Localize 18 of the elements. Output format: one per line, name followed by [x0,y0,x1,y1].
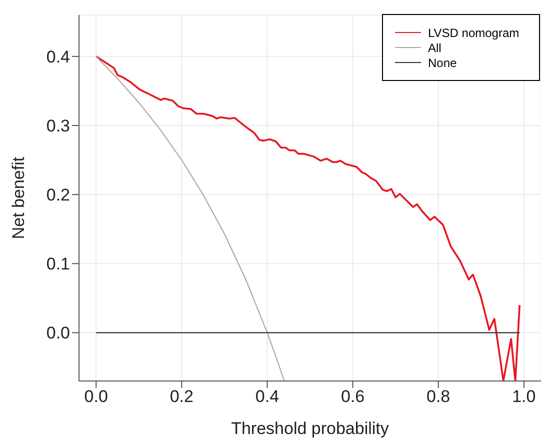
y-tick-label: 0.1 [46,254,70,274]
legend-label: None [428,56,457,70]
x-axis-title: Threshold probability [231,419,390,438]
y-tick-label: 0.3 [46,116,70,136]
line-series [95,56,521,381]
y-tick-label: 0.2 [46,186,70,205]
x-tick-label: 0.4 [255,387,280,406]
x-tick-label: 0.8 [426,387,450,406]
y-tick-label: 0.0 [46,324,70,343]
legend-label: LVSD nomogram [428,26,520,40]
x-tick-label: 1.0 [512,387,536,406]
x-tick-label: 0.2 [170,387,194,406]
legend-label: All [428,40,442,54]
y-tick-label: 0.4 [46,47,70,66]
line-series [96,56,285,381]
x-tick-label: 0.6 [340,387,365,406]
y-axis-title: Net benefit [9,156,28,240]
x-tick-label: 0.0 [84,387,108,406]
